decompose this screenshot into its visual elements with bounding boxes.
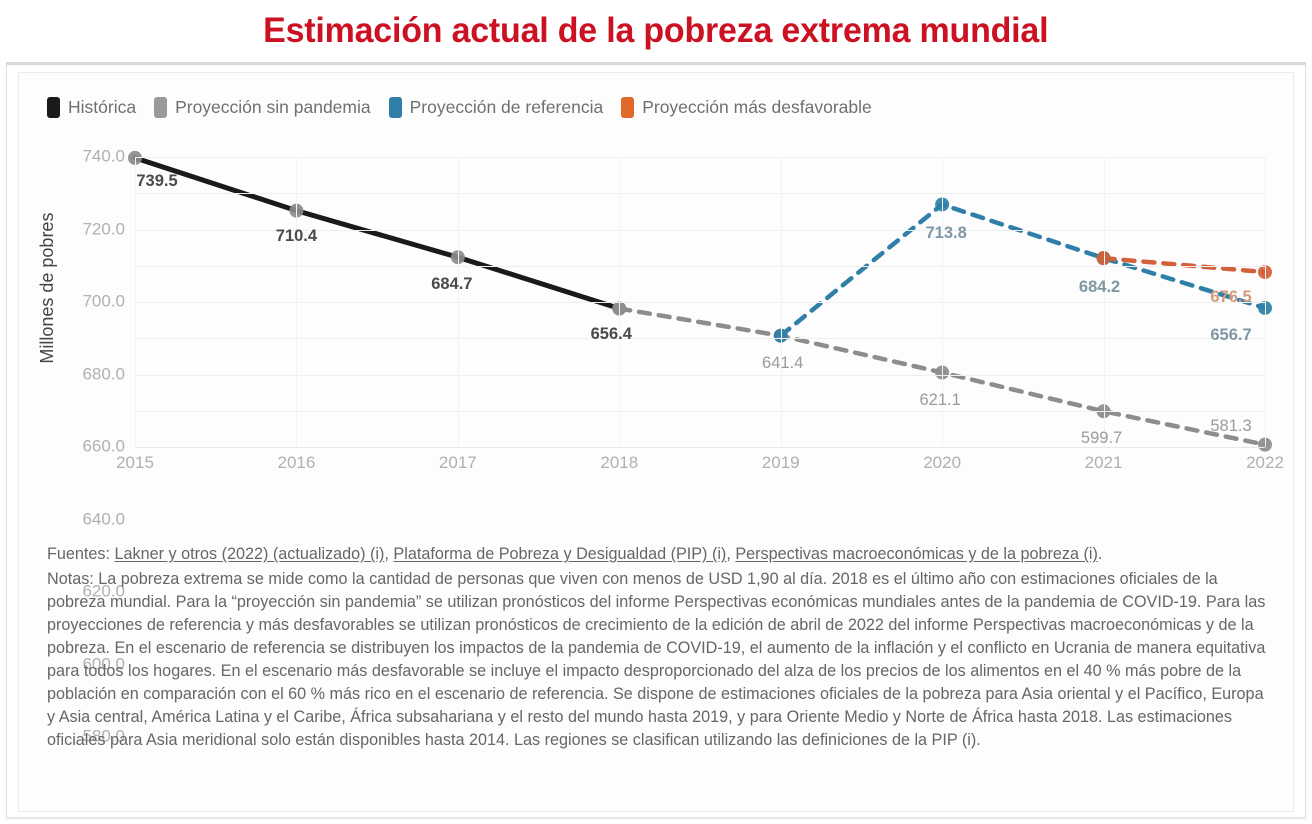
- x-axis-tick-label: 2021: [1084, 453, 1123, 472]
- x-gridline: [296, 157, 298, 447]
- plot-wrapper: Millones de pobres 740.0 720.0 700.0 680.0 6…: [19, 137, 1293, 746]
- legend-swatch-icon: [388, 97, 402, 118]
- data-point-label: 581.3: [1210, 416, 1252, 435]
- x-axis-tick-label: 2019: [761, 453, 800, 472]
- sources-links: Lakner y otros (2022) (actualizado) (i),…: [114, 545, 1103, 563]
- x-axis-tick-label: 2020: [923, 453, 962, 472]
- data-point-label: 676.5: [1210, 288, 1252, 307]
- y-axis-tick-label: 720.0: [82, 219, 125, 239]
- data-point-label: 713.8: [925, 224, 967, 243]
- y-axis-tick-label: 580.0: [82, 726, 125, 746]
- x-gridline: [457, 157, 459, 447]
- y-gridline: 680.0: [82, 265, 1265, 383]
- series-line-proyecci-n-de-referencia: [778, 201, 1268, 338]
- data-point-label: 641.4: [762, 353, 804, 372]
- footnotes: Fuentes: Lakner y otros (2022) (actualiz…: [47, 543, 1269, 752]
- y-axis-tick-label: 740.0: [82, 146, 125, 166]
- data-point-label: 684.7: [431, 275, 473, 294]
- data-point-label: 621.1: [919, 390, 961, 409]
- notes-text: La pobreza extrema se mide como la canti…: [47, 570, 1266, 749]
- y-gridline: 740.0: [82, 147, 1265, 166]
- legend-item-label: Proyección sin pandemia: [175, 97, 371, 117]
- y-axis-tick-label: 700.0: [82, 291, 125, 311]
- notes-line: Notas: La pobreza extrema se mide como l…: [47, 568, 1269, 752]
- legend-item-label: Histórica: [68, 97, 137, 117]
- x-gridline: [780, 157, 782, 447]
- x-axis-tick-label: 2018: [600, 453, 639, 472]
- x-gridline: [1103, 157, 1105, 447]
- series-line-proyecci-n-m-s-desfavorable: [1101, 255, 1268, 275]
- y-axis-title: Millones de pobres: [37, 37, 58, 364]
- y-axis-tick-label: 660.0: [82, 436, 125, 456]
- legend-item-label: Proyección de referencia: [409, 97, 604, 117]
- chart-card: Histórica Proyección sin pandemia Proyecci…: [6, 62, 1306, 818]
- y-axis-tick-label: 680.0: [82, 364, 125, 384]
- x-axis-tick-label: 2017: [438, 453, 477, 472]
- x-gridline: [942, 157, 944, 447]
- y-gridline: 600.0: [82, 410, 1265, 673]
- y-gridline: 580.0: [82, 447, 1265, 746]
- y-axis-tick-label: 620.0: [82, 581, 125, 601]
- y-gridline: 620.0: [82, 374, 1265, 601]
- y-axis-tick-label: 600.0: [82, 654, 125, 674]
- x-gridline: [619, 157, 621, 447]
- y-gridline: 700.0: [82, 229, 1265, 311]
- y-gridline: 720.0: [82, 193, 1265, 238]
- chart-title-bar: Estimación actual de la pobreza extrema …: [0, 0, 1312, 62]
- notes-label: Notas:: [47, 570, 94, 588]
- legend-item-label: Proyección más desfavorable: [642, 97, 872, 117]
- y-axis-tick-label: 640.0: [82, 509, 125, 529]
- chart-legend: Histórica Proyección sin pandemia Proyecci…: [47, 97, 890, 118]
- source-link[interactable]: Perspectivas macroeconómicas y de la pob…: [735, 545, 1098, 563]
- data-point-label: 656.4: [590, 324, 632, 343]
- data-point-label: 739.5: [136, 171, 178, 190]
- legend-swatch-icon: [621, 97, 635, 118]
- legend-item-sin-pandemia[interactable]: Proyección sin pandemia: [154, 97, 371, 118]
- legend-swatch-icon: [154, 97, 168, 118]
- data-point-label: 710.4: [275, 226, 318, 245]
- legend-item-referencia[interactable]: Proyección de referencia: [388, 97, 604, 118]
- data-point-label: 599.7: [1080, 429, 1123, 448]
- y-gridline: 640.0: [82, 338, 1265, 528]
- page-title: Estimación actual de la pobreza extrema …: [263, 11, 1049, 50]
- source-link[interactable]: Plataforma de Pobreza y Desigualdad (PIP…: [393, 545, 727, 563]
- legend-item-historica[interactable]: Histórica: [47, 97, 136, 118]
- x-gridline: [1265, 157, 1266, 447]
- legend-swatch-icon: [47, 97, 60, 118]
- legend-item-mas-desfavorable[interactable]: Proyección más desfavorable: [621, 97, 872, 118]
- data-point-label: 684.2: [1078, 278, 1121, 297]
- data-point-label: 656.7: [1210, 325, 1252, 344]
- x-axis-tick-label: 2016: [277, 453, 316, 472]
- sources-label: Fuentes:: [47, 545, 110, 563]
- chart-card-inner: Histórica Proyección sin pandemia Proyecci…: [19, 73, 1293, 811]
- plot-area: 740.0 720.0 700.0 680.0 660.0 640.0 620.0 600.0…: [82, 147, 1283, 746]
- y-gridline: 660.0: [82, 302, 1265, 456]
- x-gridline: [135, 157, 136, 447]
- y-axis-title-label: Millones de pobres: [37, 212, 57, 364]
- sources-line: Fuentes: Lakner y otros (2022) (actualiz…: [47, 543, 1269, 566]
- x-axis-tick-label: 2022: [1246, 453, 1284, 472]
- source-link[interactable]: Lakner y otros (2022) (actualizado) (i): [114, 545, 385, 563]
- series-line-hist-rica: [132, 155, 622, 312]
- x-axis-tick-label: 2015: [116, 453, 154, 472]
